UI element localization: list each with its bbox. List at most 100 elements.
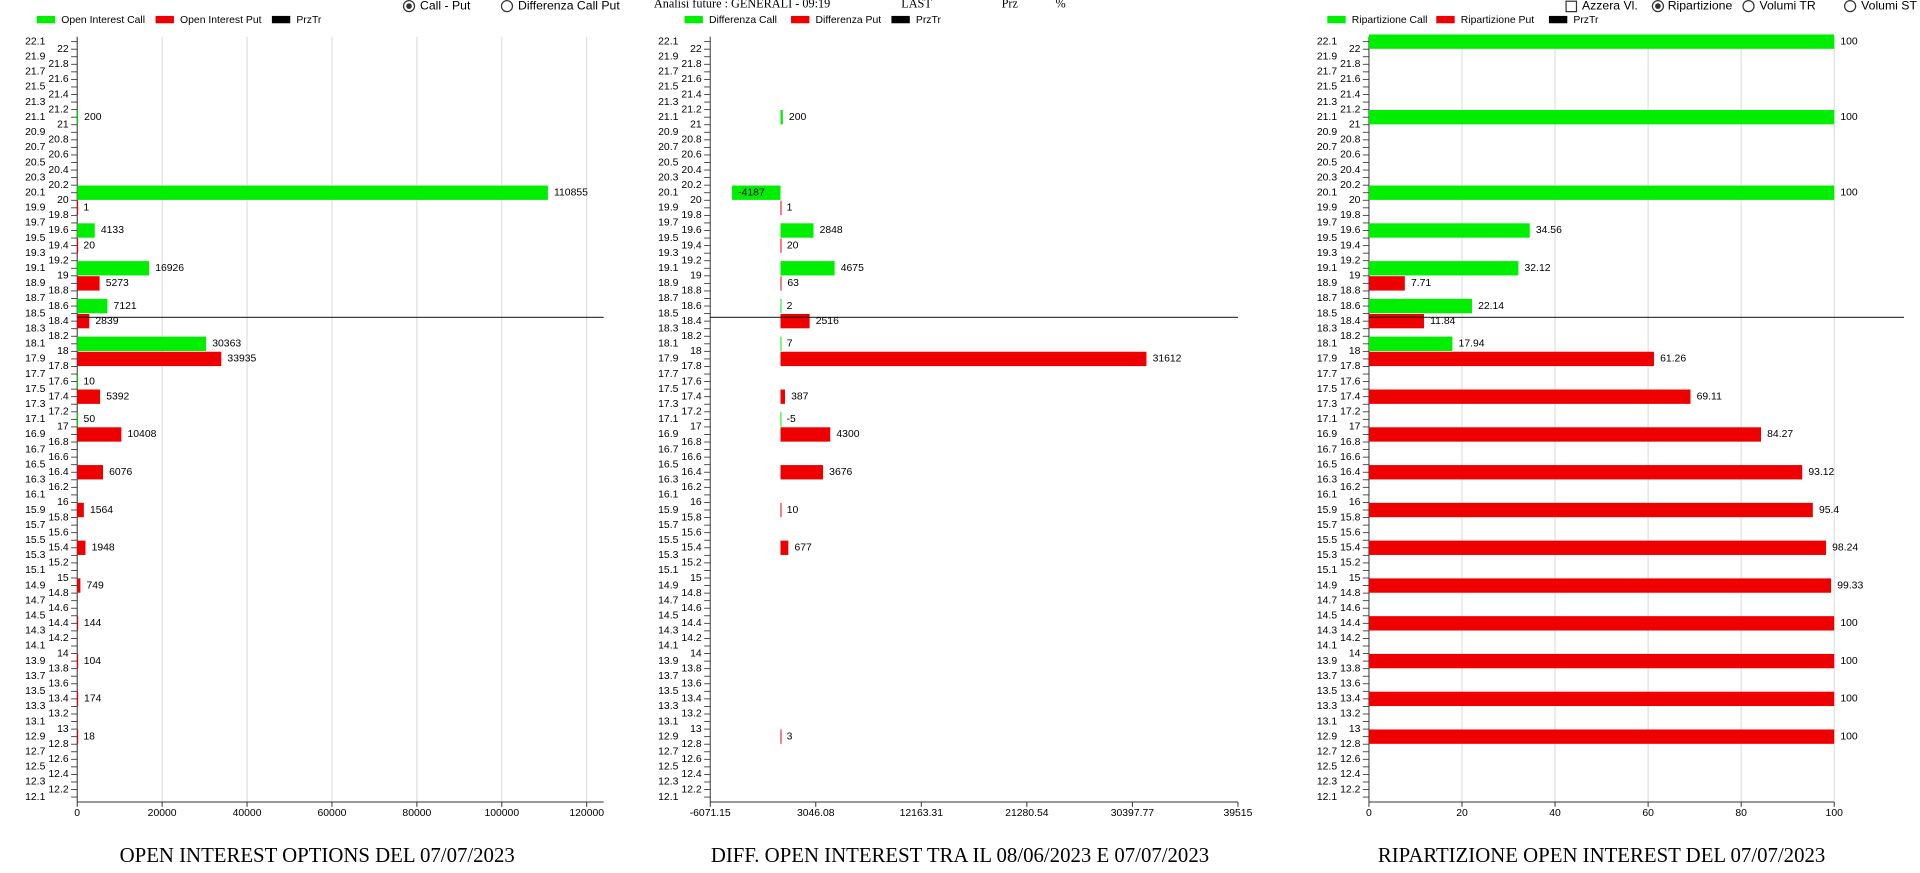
legend-swatch: [1548, 15, 1568, 24]
data-label: 100: [1840, 694, 1858, 705]
y-tick-label: 14.8: [1340, 588, 1360, 599]
y-tick-label: 12.7: [1317, 747, 1337, 758]
y-tick-label: 16.6: [1340, 452, 1360, 463]
y-tick-label: 13.8: [681, 663, 701, 674]
y-tick-label: 16.9: [658, 429, 678, 440]
y-tick-label: 22: [57, 44, 69, 55]
y-tick-label: 21.9: [1317, 51, 1337, 62]
radio-diff[interactable]: Differenza Call Put: [500, 0, 620, 13]
y-tick-label: 21: [57, 119, 69, 130]
y-tick-label: 17: [1349, 422, 1361, 433]
y-tick-label: 12.1: [1317, 792, 1337, 803]
y-tick-label: 17.4: [48, 391, 68, 402]
y-tick-label: 19.2: [1340, 255, 1360, 266]
radio[interactable]: [1742, 0, 1755, 13]
data-label: 99.33: [1837, 580, 1863, 591]
y-tick-label: 19.8: [1340, 210, 1360, 221]
bar: [780, 336, 782, 351]
data-label: 6076: [109, 467, 132, 478]
y-tick-label: 15.4: [681, 543, 701, 554]
y-tick-label: 19.5: [1317, 233, 1337, 244]
y-tick-label: 14.3: [658, 626, 678, 637]
y-tick-label: 13.2: [48, 709, 68, 720]
data-label: 7.71: [1411, 278, 1431, 289]
data-label: 10: [83, 376, 95, 387]
checkbox[interactable]: [1565, 0, 1578, 13]
y-tick-label: 15.4: [48, 543, 68, 554]
bar: [780, 465, 824, 480]
radio-label[interactable]: Call - Put: [420, 0, 471, 12]
y-tick-label: 15.9: [1317, 505, 1337, 516]
chart-title: DIFF. OPEN INTEREST TRA IL 08/06/2023 E …: [711, 843, 1209, 867]
y-tick-label: 19.3: [25, 248, 45, 259]
data-label: 100: [1840, 187, 1858, 198]
data-label: -4187: [738, 187, 765, 198]
y-tick-label: 20.4: [1340, 165, 1360, 176]
bar: [780, 298, 782, 314]
y-tick-label: 21.3: [1317, 97, 1337, 108]
data-label: 69.11: [1697, 391, 1722, 402]
bar: [1368, 653, 1835, 669]
y-tick-label: 17.9: [25, 354, 45, 365]
y-tick-label: 16.9: [1317, 429, 1337, 440]
y-tick-label: 17.8: [48, 361, 68, 372]
radio-volumi-st[interactable]: Volumi ST: [1844, 0, 1918, 13]
data-label: 104: [84, 656, 102, 667]
y-tick-label: 19.3: [658, 248, 678, 259]
data-label: 31612: [1153, 354, 1182, 365]
y-tick-label: 17.7: [1317, 369, 1337, 380]
legend-label: Differenza Call: [709, 15, 777, 26]
bar: [77, 200, 79, 216]
y-tick-label: 18.7: [25, 293, 45, 304]
y-tick-label: 12.6: [681, 754, 701, 765]
y-tick-label: 20.3: [1317, 172, 1337, 183]
y-tick-label: 20.5: [658, 157, 678, 168]
y-tick-label: 17.3: [25, 399, 45, 410]
x-tick-label: 30397.77: [1111, 808, 1155, 819]
radio-label[interactable]: Volumi TR: [1760, 0, 1816, 12]
bar: [77, 540, 86, 555]
y-tick-label: 19.6: [48, 225, 68, 236]
y-tick-label: 16: [690, 497, 702, 508]
bar: [77, 223, 95, 238]
data-label: 5273: [106, 278, 129, 289]
y-tick-label: 16.8: [48, 437, 68, 448]
y-tick-label: 12.4: [48, 769, 68, 780]
checkbox-azzera[interactable]: Azzera Vl.: [1565, 0, 1638, 13]
radio[interactable]: [1844, 0, 1857, 13]
y-tick-label: 21.1: [658, 112, 678, 123]
y-tick-label: 18.8: [1340, 286, 1360, 297]
y-tick-label: 13.6: [48, 679, 68, 690]
legend-label: Ripartizione Put: [1461, 15, 1534, 26]
radio[interactable]: [500, 0, 514, 13]
data-label: 200: [84, 112, 102, 123]
y-tick-label: 13.7: [25, 671, 45, 682]
y-tick-label: 22: [1349, 44, 1361, 55]
y-tick-label: 17.1: [658, 414, 678, 425]
radio-call-put[interactable]: Call - Put: [402, 0, 471, 12]
y-tick-label: 13: [1349, 724, 1361, 735]
bar: [77, 313, 90, 329]
y-tick-label: 16: [57, 497, 69, 508]
radio-label[interactable]: Volumi ST: [1861, 0, 1917, 12]
radio-ripartizione[interactable]: Ripartizione: [1651, 0, 1733, 12]
y-tick-label: 14.8: [48, 588, 68, 599]
radio-volumi-tr[interactable]: Volumi TR: [1742, 0, 1816, 13]
x-tick-label: 80: [1735, 808, 1747, 819]
y-tick-label: 21.5: [658, 82, 678, 93]
y-tick-label: 21.2: [1340, 104, 1360, 115]
bar: [1368, 313, 1425, 329]
bar: [1368, 616, 1835, 631]
y-tick-label: 19.5: [658, 233, 678, 244]
radio-label[interactable]: Ripartizione: [1668, 0, 1733, 12]
checkbox-label[interactable]: Azzera Vl.: [1582, 0, 1638, 12]
y-tick-label: 14.1: [25, 641, 45, 652]
bar: [77, 109, 79, 125]
bar: [77, 578, 81, 593]
bar: [780, 223, 814, 238]
y-tick-label: 20.9: [1317, 127, 1337, 138]
y-tick-label: 20.9: [25, 127, 45, 138]
y-tick-label: 15.1: [1317, 565, 1337, 576]
radio-label[interactable]: Differenza Call Put: [518, 0, 620, 12]
